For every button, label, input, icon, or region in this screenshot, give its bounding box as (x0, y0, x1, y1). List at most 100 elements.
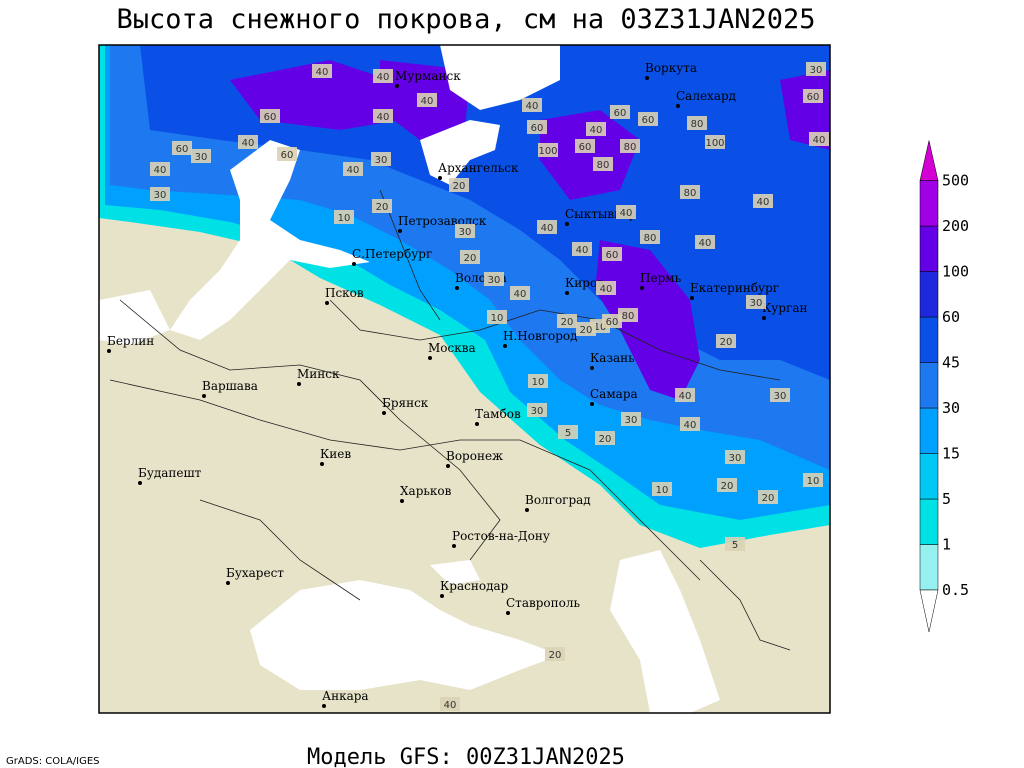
city-dot (325, 301, 329, 305)
contour-label-box (675, 388, 695, 402)
city-dot (640, 286, 644, 290)
city-label: Брянск (382, 396, 429, 410)
contour-label: 40 (242, 138, 255, 149)
contour-label-box (484, 272, 504, 286)
contour-label-box (716, 334, 736, 348)
contour-label: 10 (807, 476, 820, 487)
city-label: Архангельск (438, 161, 519, 175)
colorbar-label: 200 (942, 217, 969, 235)
contour-label: 30 (459, 227, 472, 238)
contour-label-box (638, 112, 658, 126)
contour-label: 20 (453, 181, 466, 192)
city-dot (297, 382, 301, 386)
city-dot (202, 394, 206, 398)
contour-label-box (371, 152, 391, 166)
contour-label: 40 (514, 289, 527, 300)
contour-label: 30 (750, 298, 763, 309)
contour-label-box (372, 199, 392, 213)
contour-label-box (680, 417, 700, 431)
contour-label: 5 (732, 540, 738, 551)
city-label: Киров (565, 276, 604, 290)
city-dot (506, 611, 510, 615)
contour-label: 60 (606, 250, 619, 261)
contour-label: 10 (491, 313, 504, 324)
city-label: Краснодар (440, 579, 509, 593)
city-label: Бухарест (226, 566, 284, 580)
contour-label: 100 (538, 146, 557, 157)
colorbar-low (919, 589, 939, 633)
contour-label-box (528, 374, 548, 388)
contour-label: 30 (195, 152, 208, 163)
contour-label-box (510, 286, 530, 300)
contour-label-box (620, 139, 640, 153)
contour-label-box (545, 647, 565, 661)
contour-label-box (527, 403, 547, 417)
contour-label-box (610, 105, 630, 119)
contour-label-box (558, 425, 578, 439)
contour-label: 40 (347, 165, 360, 176)
contour-label-box (150, 162, 170, 176)
colorbar-cell (919, 544, 939, 591)
city-label: Киев (320, 447, 351, 461)
contour-label: 60 (614, 108, 627, 119)
contour-label: 40 (679, 391, 692, 402)
city-label: Берлин (107, 334, 154, 348)
city-dot (440, 594, 444, 598)
contour-label-box (725, 450, 745, 464)
city-label: Тамбов (475, 407, 521, 421)
contour-label-box (687, 116, 707, 130)
contour-label-box (417, 93, 437, 107)
city-dot (428, 356, 432, 360)
city-dot (400, 499, 404, 503)
contour-label-box (586, 122, 606, 136)
colorbar-cell (919, 225, 939, 272)
city-label: Псков (325, 286, 364, 300)
contour-label-box (576, 322, 596, 336)
colorbar-label: 0.5 (942, 581, 969, 599)
contour-label-box (334, 210, 354, 224)
city-dot (226, 581, 230, 585)
contour-label: 40 (813, 135, 826, 146)
contour-label: 40 (620, 208, 633, 219)
colorbar-cell (919, 316, 939, 363)
city-label: Варшава (202, 379, 258, 393)
contour-label: 80 (684, 188, 697, 199)
contour-label: 30 (154, 190, 167, 201)
city-label: Ростов-на-Дону (452, 529, 550, 543)
city-dot (590, 366, 594, 370)
contour-label-box (803, 473, 823, 487)
city-label: С.Петербург (352, 247, 432, 261)
contour-label-box (172, 141, 192, 155)
contour-label: 60 (642, 115, 655, 126)
contour-label: 40 (590, 125, 603, 136)
contour-label: 60 (281, 150, 294, 161)
city-label: Казань (590, 351, 635, 365)
colorbar-label: 1 (942, 536, 951, 554)
contour-label-box (487, 310, 507, 324)
city-dot (676, 104, 680, 108)
contour-label: 20 (376, 202, 389, 213)
contour-label-box (652, 482, 672, 496)
city-dot (565, 222, 569, 226)
contour-label-box (440, 697, 460, 711)
footer: Модель GFS: 00Z31JAN2025 (307, 745, 625, 768)
contour-label-box (593, 157, 613, 171)
contour-label: 30 (625, 415, 638, 426)
city-dot (525, 508, 529, 512)
contour-label-box (537, 220, 557, 234)
contour-label-box (770, 388, 790, 402)
colorbar-label: 45 (942, 354, 960, 372)
city-label: Мурманск (395, 69, 461, 83)
credit: GrADS: COLA/IGES (6, 756, 100, 767)
colorbar-cell (919, 362, 939, 409)
city-dot (138, 481, 142, 485)
city-dot (590, 402, 594, 406)
contour-label-box (343, 162, 363, 176)
contour-label: 60 (606, 317, 619, 328)
colorbar-cell (919, 498, 939, 545)
city-dot (446, 464, 450, 468)
contour-label: 40 (600, 284, 613, 295)
contour-label-box (616, 205, 636, 219)
contour-label-box (460, 250, 480, 264)
